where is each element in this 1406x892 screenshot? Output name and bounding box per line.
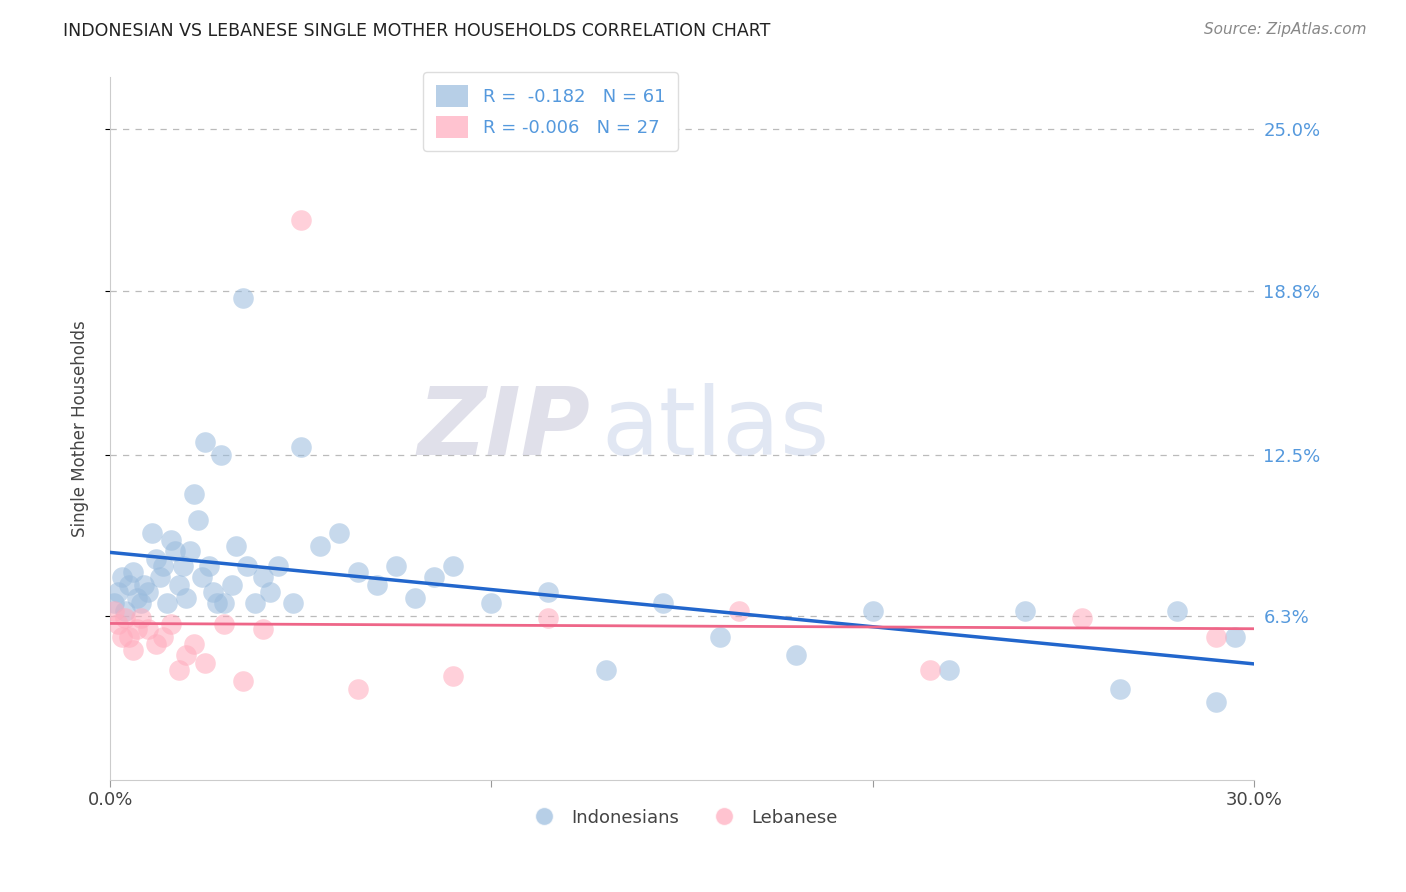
Point	[134, 577, 156, 591]
Point	[308, 539, 330, 553]
Point	[107, 616, 129, 631]
Point	[728, 603, 751, 617]
Point	[1205, 630, 1227, 644]
Point	[176, 591, 198, 605]
Point	[404, 591, 426, 605]
Point	[167, 577, 190, 591]
Text: Source: ZipAtlas.com: Source: ZipAtlas.com	[1204, 22, 1367, 37]
Point	[1205, 695, 1227, 709]
Point	[160, 533, 183, 548]
Point	[118, 577, 141, 591]
Text: atlas: atlas	[602, 383, 830, 475]
Point	[122, 642, 145, 657]
Point	[290, 440, 312, 454]
Point	[595, 664, 617, 678]
Point	[232, 673, 254, 688]
Point	[118, 630, 141, 644]
Point	[176, 648, 198, 662]
Point	[267, 559, 290, 574]
Point	[172, 559, 194, 574]
Point	[187, 512, 209, 526]
Point	[190, 570, 212, 584]
Point	[290, 213, 312, 227]
Point	[385, 559, 408, 574]
Point	[156, 596, 179, 610]
Text: INDONESIAN VS LEBANESE SINGLE MOTHER HOUSEHOLDS CORRELATION CHART: INDONESIAN VS LEBANESE SINGLE MOTHER HOU…	[63, 22, 770, 40]
Point	[537, 585, 560, 599]
Point	[103, 603, 125, 617]
Point	[122, 565, 145, 579]
Point	[163, 543, 186, 558]
Point	[194, 656, 217, 670]
Point	[149, 570, 172, 584]
Point	[366, 577, 388, 591]
Point	[232, 292, 254, 306]
Point	[167, 664, 190, 678]
Point	[183, 637, 205, 651]
Point	[198, 559, 221, 574]
Point	[479, 596, 502, 610]
Point	[136, 585, 159, 599]
Point	[236, 559, 259, 574]
Point	[160, 616, 183, 631]
Point	[243, 596, 266, 610]
Point	[179, 543, 201, 558]
Point	[328, 525, 350, 540]
Point	[347, 681, 370, 696]
Point	[110, 570, 132, 584]
Point	[281, 596, 304, 610]
Point	[1223, 630, 1246, 644]
Point	[252, 622, 274, 636]
Point	[938, 664, 960, 678]
Point	[1109, 681, 1132, 696]
Point	[785, 648, 807, 662]
Point	[183, 486, 205, 500]
Point	[152, 559, 174, 574]
Point	[194, 434, 217, 449]
Point	[221, 577, 243, 591]
Point	[441, 668, 464, 682]
Legend: Indonesians, Lebanese: Indonesians, Lebanese	[519, 801, 845, 834]
Point	[347, 565, 370, 579]
Point	[103, 596, 125, 610]
Point	[862, 603, 884, 617]
Point	[201, 585, 224, 599]
Point	[141, 525, 163, 540]
Point	[709, 630, 731, 644]
Point	[125, 591, 148, 605]
Point	[136, 622, 159, 636]
Point	[205, 596, 228, 610]
Point	[129, 611, 152, 625]
Point	[152, 630, 174, 644]
Point	[110, 630, 132, 644]
Point	[225, 539, 247, 553]
Point	[252, 570, 274, 584]
Point	[1071, 611, 1094, 625]
Point	[214, 596, 236, 610]
Point	[114, 611, 136, 625]
Point	[537, 611, 560, 625]
Point	[441, 559, 464, 574]
Point	[918, 664, 941, 678]
Text: ZIP: ZIP	[418, 383, 591, 475]
Point	[651, 596, 673, 610]
Point	[209, 448, 232, 462]
Point	[125, 622, 148, 636]
Point	[214, 616, 236, 631]
Y-axis label: Single Mother Households: Single Mother Households	[72, 320, 89, 537]
Point	[423, 570, 446, 584]
Point	[129, 596, 152, 610]
Point	[145, 551, 167, 566]
Point	[145, 637, 167, 651]
Point	[259, 585, 281, 599]
Point	[107, 585, 129, 599]
Point	[1166, 603, 1188, 617]
Point	[1014, 603, 1036, 617]
Point	[114, 603, 136, 617]
